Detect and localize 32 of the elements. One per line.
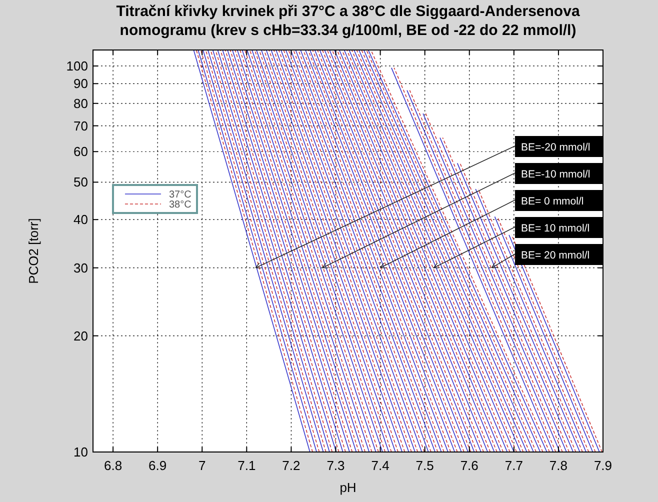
annotation: BE=-20 mmol/l <box>521 142 590 154</box>
x-tick-label: 6.9 <box>148 458 167 473</box>
y-tick-label: 70 <box>74 118 88 134</box>
y-tick-label: 30 <box>74 260 88 276</box>
y-tick-label: 60 <box>74 144 88 160</box>
legend-label: 38°C <box>169 200 192 210</box>
x-tick-label: 7.2 <box>282 458 300 473</box>
x-tick-label: 7.1 <box>238 458 256 473</box>
y-axis-title: PCO2 [torr] <box>26 218 41 284</box>
x-tick-label: 6.8 <box>104 458 122 473</box>
y-tick-label: 100 <box>66 58 88 74</box>
chart-title: Titrační křivky krvinek při 37°C a 38°C dle Siggaard-Andersenova nomogramu (krev s cHb=33.34 g/100ml, BE od -22 do 22 mmol/l) <box>116 3 580 39</box>
x-tick-label: 7.8 <box>549 458 568 473</box>
x-tick-label: 7.7 <box>504 458 523 473</box>
annotation: BE= 0 mmol/l <box>521 196 584 208</box>
y-tick-label: 50 <box>74 174 88 190</box>
x-tick-label: 7.3 <box>326 458 345 473</box>
x-tick-label: 7.5 <box>416 458 434 473</box>
y-tick-label: 90 <box>74 76 88 92</box>
annotation: BE= 20 mmol/l <box>521 250 590 262</box>
y-tick-label: 20 <box>74 328 88 344</box>
x-tick-label: 7 <box>198 458 206 473</box>
annotation: BE=-10 mmol/l <box>521 168 590 180</box>
y-tick-label: 40 <box>74 212 88 228</box>
y-tick-label: 10 <box>74 444 88 460</box>
x-tick-label: 7.9 <box>594 458 612 473</box>
y-tick-label: 80 <box>74 96 88 111</box>
legend-label: 37°C <box>169 190 192 200</box>
x-axis-title: pH <box>340 480 356 495</box>
x-tick-label: 7.4 <box>371 458 390 473</box>
annotation: BE= 10 mmol/l <box>521 222 590 234</box>
x-tick-label: 7.6 <box>460 458 478 473</box>
